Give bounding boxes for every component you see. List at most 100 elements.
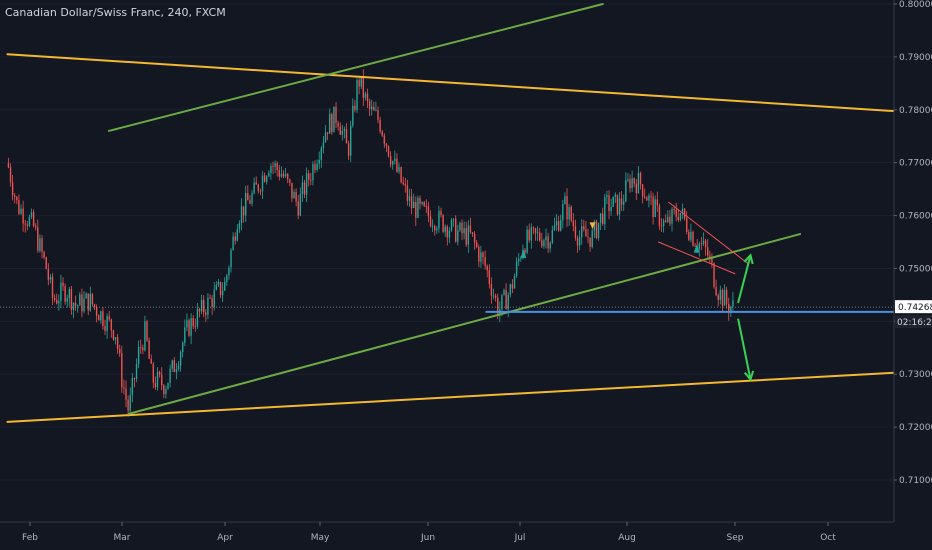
candle-body [186, 320, 188, 328]
candle-body [320, 147, 323, 160]
candle-body [207, 297, 209, 315]
candle-body [215, 284, 218, 290]
candle-body [560, 220, 562, 231]
candle-body [121, 353, 123, 388]
candle-body [709, 255, 711, 258]
time-axis[interactable]: Feb Mar Apr May Jun Jul Aug Sep Oct [0, 521, 932, 550]
candle-body [492, 295, 495, 297]
candle-body [413, 201, 415, 209]
upper-resistance-trendline[interactable] [6, 53, 916, 114]
candle-body [154, 382, 157, 388]
candle-body [114, 337, 117, 340]
lower-support-trendline[interactable] [6, 370, 916, 423]
candle-body [282, 173, 285, 177]
candle-body [677, 216, 680, 221]
candle-body [700, 243, 703, 245]
candle-body [266, 176, 268, 182]
candle-body [518, 258, 520, 262]
candle-body [173, 360, 176, 373]
candle-body [234, 236, 236, 241]
projection-arrow-down[interactable] [737, 318, 755, 382]
candle-body [536, 232, 539, 234]
candle-body [587, 236, 589, 238]
candle-body [209, 297, 211, 299]
candle-body [343, 129, 346, 131]
candle-body [26, 224, 29, 226]
candle-body [179, 352, 182, 366]
candle-body [730, 306, 732, 313]
candle-body [488, 270, 491, 284]
candle-body [308, 173, 310, 180]
projection-arrow-up[interactable] [737, 253, 754, 304]
candle-body [280, 173, 283, 177]
candle-body [41, 238, 43, 252]
candle-body [549, 242, 551, 249]
candle-body [656, 199, 659, 206]
lower-channel-line[interactable] [127, 233, 802, 415]
projection-arrow-up-shaft [737, 254, 752, 304]
candle-body [673, 208, 675, 210]
candle-body [402, 182, 404, 184]
candle-body [438, 210, 440, 229]
candle-body [245, 193, 247, 216]
candle-body [375, 110, 377, 111]
candle-body [641, 184, 644, 197]
candle-body [396, 158, 398, 172]
time-tick-label: Apr [217, 533, 233, 543]
candle-body [631, 178, 633, 189]
symbol-title: Canadian Dollar/Swiss Franc, 240, FXCM [5, 6, 226, 19]
candle-body [715, 287, 717, 296]
candle-body [30, 212, 33, 217]
candle-body [398, 167, 400, 172]
candle-body [591, 230, 593, 247]
candle-body [608, 195, 610, 211]
candle-body [169, 368, 171, 383]
candle-body [667, 216, 669, 222]
candle-body [690, 231, 692, 240]
price-axis-bg [894, 0, 932, 550]
candle-body [568, 207, 570, 220]
candle-body [702, 240, 705, 244]
candle-body [58, 300, 60, 304]
candle-body [228, 267, 230, 276]
upper-channel-line[interactable] [107, 3, 604, 132]
trendlines[interactable] [0, 3, 916, 423]
wedge-upper-line[interactable] [668, 201, 748, 264]
candle-body [637, 172, 640, 194]
candle-body [119, 349, 121, 354]
candle-body [425, 206, 428, 207]
candle-body [662, 220, 665, 227]
candle-body [442, 215, 444, 232]
current-price-label: 0.74268 [898, 303, 932, 313]
candle-body [459, 222, 461, 231]
candle-body [18, 200, 20, 214]
candle-body [98, 315, 100, 321]
candle-body [660, 225, 663, 227]
candle-body [354, 105, 356, 110]
candle-body [408, 196, 411, 201]
candle-body [364, 93, 367, 98]
candle-body [242, 206, 245, 216]
wedge-lower-line[interactable] [657, 241, 736, 275]
candle-body [100, 311, 102, 321]
candle-body [192, 318, 194, 327]
candle-body [272, 166, 274, 167]
candle-body [497, 297, 499, 316]
candle-body [473, 233, 476, 243]
candle-body [291, 182, 293, 199]
candle-body [410, 196, 413, 209]
candle-body [707, 247, 709, 256]
candle-body [112, 330, 115, 340]
candle-body [625, 180, 627, 202]
candle-body [287, 173, 289, 180]
candle-body [312, 164, 314, 181]
candle-body [213, 289, 215, 307]
candle-body [394, 158, 396, 162]
candle-body [177, 365, 180, 370]
candle-body [79, 294, 81, 306]
countdown-label: 02:16:25 [897, 318, 932, 328]
candle-body [83, 298, 85, 312]
